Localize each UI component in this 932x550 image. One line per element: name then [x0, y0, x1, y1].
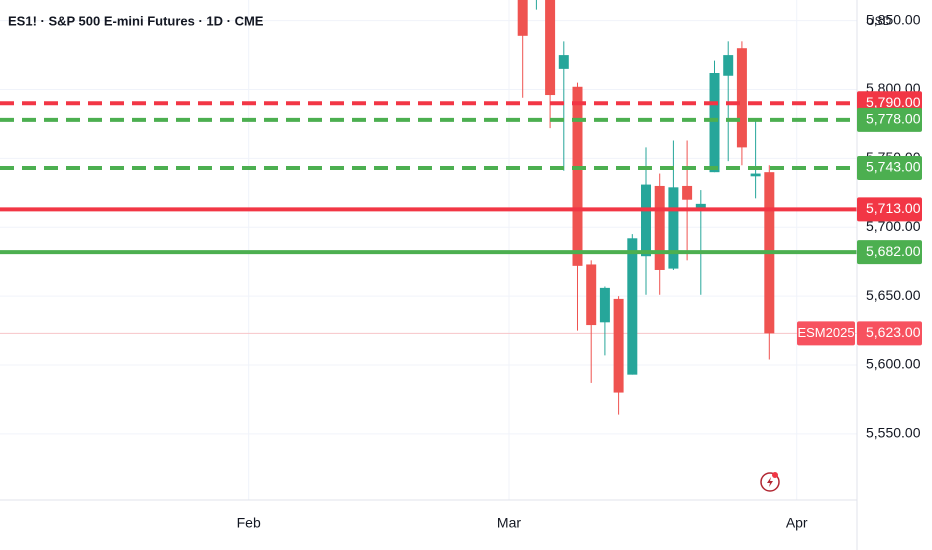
- y-tick-label: 5,650.00: [866, 287, 921, 303]
- candle-body: [682, 185, 693, 200]
- alert-icon[interactable]: [760, 472, 780, 492]
- y-tick-label: 5,850.00: [866, 11, 921, 27]
- level-label-box: [857, 197, 922, 222]
- candle-body: [641, 184, 652, 257]
- last-price-label-box: [857, 321, 922, 346]
- level-label: 5,743.00: [866, 159, 921, 175]
- level-label-box: [857, 107, 922, 132]
- grid: [0, 0, 857, 500]
- axes: 5,550.005,600.005,650.005,700.005,750.00…: [237, 11, 922, 531]
- symbol-box: [797, 321, 855, 346]
- level-label-box: [857, 156, 922, 181]
- level-label: 5,682.00: [866, 243, 921, 259]
- level-label: 5,790.00: [866, 94, 921, 110]
- level-label: 5,778.00: [866, 111, 921, 127]
- currency-label[interactable]: USD: [866, 14, 892, 28]
- x-tick-label: Mar: [497, 515, 521, 531]
- y-tick-label: 5,600.00: [866, 356, 921, 372]
- candle-body: [723, 55, 734, 76]
- candle-body: [572, 86, 583, 266]
- last-price-label: 5,623.00: [866, 324, 921, 340]
- candle-body: [586, 264, 597, 326]
- chart-title: ES1! · S&P 500 E-mini Futures · 1D · CME: [8, 13, 264, 28]
- candle-body: [599, 287, 610, 323]
- symbol-label: ESM2025: [797, 325, 854, 340]
- level-label: 5,713.00: [866, 200, 921, 216]
- x-tick-label: Feb: [237, 515, 261, 531]
- candle-body: [654, 185, 665, 270]
- candle-body: [517, 0, 528, 36]
- candle-body: [695, 203, 706, 208]
- candle-body: [736, 48, 747, 148]
- candle-body: [627, 238, 638, 375]
- candle-body: [668, 187, 679, 269]
- x-tick-label: Apr: [786, 515, 808, 531]
- plot-area: [0, 0, 857, 415]
- y-tick-label: 5,550.00: [866, 425, 921, 441]
- candle-body: [545, 0, 556, 96]
- y-tick-label: 5,700.00: [866, 218, 921, 234]
- candle-body: [558, 55, 569, 69]
- level-label-box: [857, 240, 922, 265]
- candle-body: [709, 73, 720, 173]
- candle-body: [750, 173, 761, 177]
- candle-body: [613, 298, 624, 393]
